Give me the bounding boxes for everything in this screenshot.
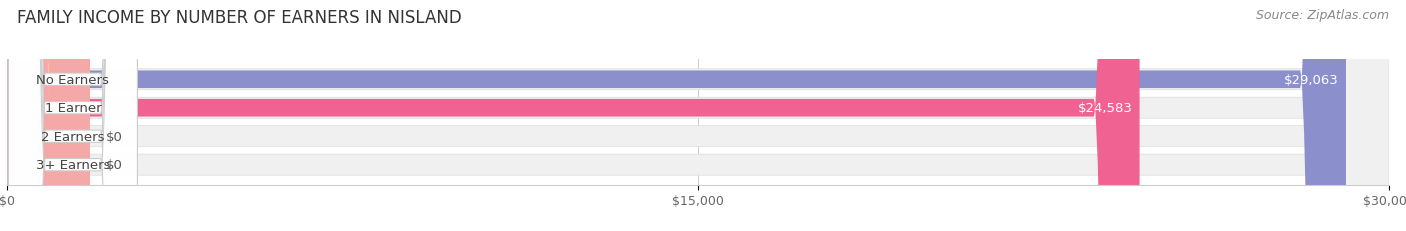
Text: No Earners: No Earners: [37, 73, 110, 86]
Text: 3+ Earners: 3+ Earners: [35, 158, 110, 171]
FancyBboxPatch shape: [7, 0, 1346, 231]
FancyBboxPatch shape: [8, 0, 138, 231]
FancyBboxPatch shape: [7, 0, 90, 231]
Text: FAMILY INCOME BY NUMBER OF EARNERS IN NISLAND: FAMILY INCOME BY NUMBER OF EARNERS IN NI…: [17, 9, 461, 27]
Text: Source: ZipAtlas.com: Source: ZipAtlas.com: [1256, 9, 1389, 22]
FancyBboxPatch shape: [8, 0, 138, 231]
FancyBboxPatch shape: [7, 0, 1389, 231]
FancyBboxPatch shape: [7, 0, 1389, 231]
FancyBboxPatch shape: [8, 0, 138, 231]
Text: $0: $0: [105, 130, 122, 143]
Text: $24,583: $24,583: [1078, 102, 1133, 115]
Text: 2 Earners: 2 Earners: [41, 130, 104, 143]
Text: $0: $0: [105, 158, 122, 171]
FancyBboxPatch shape: [7, 0, 90, 231]
FancyBboxPatch shape: [7, 0, 1389, 231]
Text: $29,063: $29,063: [1284, 73, 1339, 86]
FancyBboxPatch shape: [7, 0, 1389, 231]
FancyBboxPatch shape: [7, 0, 1140, 231]
FancyBboxPatch shape: [8, 0, 138, 231]
Text: 1 Earner: 1 Earner: [45, 102, 101, 115]
